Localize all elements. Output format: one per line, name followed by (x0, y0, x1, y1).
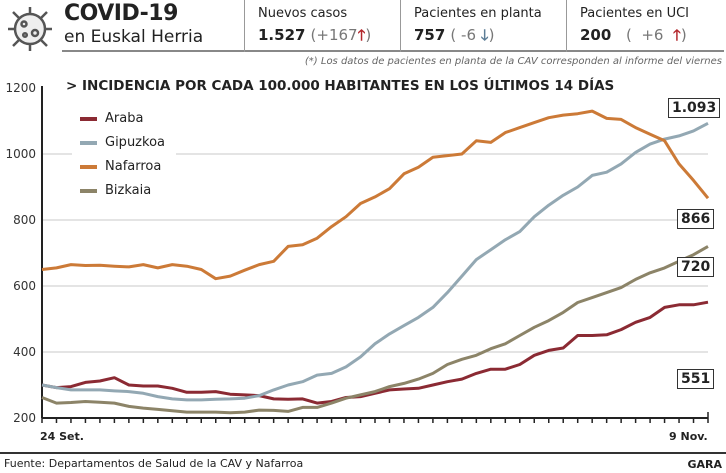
end-label-bizkaia: 720 (677, 257, 715, 277)
brand-logo: GARA (687, 458, 722, 471)
stat-value: 200 (580, 26, 612, 44)
legend-item-araba: Araba (80, 111, 143, 126)
source-text: Fuente: Departamentos de Salud de la CAV… (4, 457, 304, 470)
x-end-label: 9 Nov. (669, 430, 708, 443)
legend: Araba Gipuzkoa Nafarroa Bizkaia (72, 108, 176, 203)
y-tick-label: 1200 (5, 81, 36, 95)
x-start-label: 24 Set. (40, 430, 84, 443)
series-line-araba (41, 300, 709, 405)
legend-label: Nafarroa (105, 159, 162, 174)
footnote: (*) Los datos de pacientes en planta de … (304, 56, 722, 67)
stat-label: Pacientes en UCI (580, 6, 690, 21)
legend-swatch (80, 164, 97, 169)
arrow-up-icon: 🡑 (357, 26, 366, 44)
end-label-nafarroa: 866 (677, 209, 715, 229)
stat-delta: -6 (461, 26, 476, 44)
legend-item-gipuzkoa: Gipuzkoa (80, 135, 165, 150)
y-tick-label: 400 (13, 345, 36, 359)
stat-value: 757 (414, 26, 446, 44)
series-line-nafarroa (41, 109, 710, 281)
end-label-gipuzkoa: 1.093 (668, 98, 721, 118)
series-line-gipuzkoa (41, 121, 709, 402)
legend-item-bizkaia: Bizkaia (80, 183, 151, 198)
divider (400, 0, 401, 52)
stat-ward-patients: Pacientes en planta 757 ( -6 🡓) (414, 6, 542, 44)
end-label-araba: 551 (677, 369, 715, 389)
stat-delta: +167 (316, 26, 358, 44)
divider (566, 0, 567, 52)
header-divider (62, 50, 724, 52)
arrow-down-icon: 🡓 (480, 26, 489, 44)
legend-swatch (80, 116, 97, 121)
page-title: COVID-19 (64, 1, 178, 26)
chart-title: > INCIDENCIA POR CADA 100.000 HABITANTES… (66, 78, 615, 94)
legend-swatch (80, 188, 97, 193)
page-subtitle: en Euskal Herria (64, 27, 204, 47)
legend-swatch (80, 140, 97, 145)
series-line-bizkaia (41, 245, 709, 415)
legend-item-nafarroa: Nafarroa (80, 159, 161, 174)
stat-new-cases: Nuevos casos 1.527 (+167🡑) (258, 6, 372, 44)
y-tick-label: 600 (13, 279, 36, 293)
stat-label: Nuevos casos (258, 6, 348, 21)
stat-delta: +6 (641, 26, 664, 44)
legend-label: Araba (105, 111, 144, 126)
y-tick-label: 800 (13, 213, 36, 227)
legend-label: Gipuzkoa (105, 135, 165, 150)
virus-icon (4, 3, 56, 55)
divider (244, 0, 245, 52)
footer-divider (0, 452, 726, 454)
stat-label: Pacientes en planta (414, 6, 542, 21)
y-tick-label: 1000 (5, 147, 36, 161)
legend-label: Bizkaia (105, 183, 152, 198)
stat-value: 1.527 (258, 26, 306, 44)
arrow-up-icon: 🡑 (673, 26, 681, 44)
stat-icu-patients: Pacientes en UCI 200 ( +6 🡑) (580, 6, 690, 44)
y-tick-label: 200 (13, 411, 36, 425)
